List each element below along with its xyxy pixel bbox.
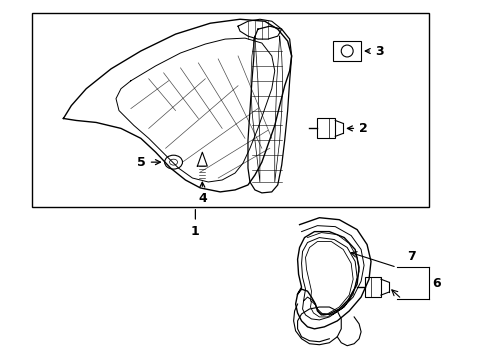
Text: 3: 3 bbox=[365, 45, 383, 58]
Text: 2: 2 bbox=[346, 122, 367, 135]
Bar bbox=[333, 41, 360, 61]
Text: 4: 4 bbox=[198, 182, 206, 205]
Text: 6: 6 bbox=[432, 277, 440, 290]
Bar bbox=[317, 118, 335, 138]
Text: 7: 7 bbox=[406, 250, 415, 264]
Text: 1: 1 bbox=[191, 210, 200, 238]
Bar bbox=[32, 13, 427, 207]
Text: 5: 5 bbox=[137, 156, 160, 168]
Bar bbox=[365, 277, 380, 297]
